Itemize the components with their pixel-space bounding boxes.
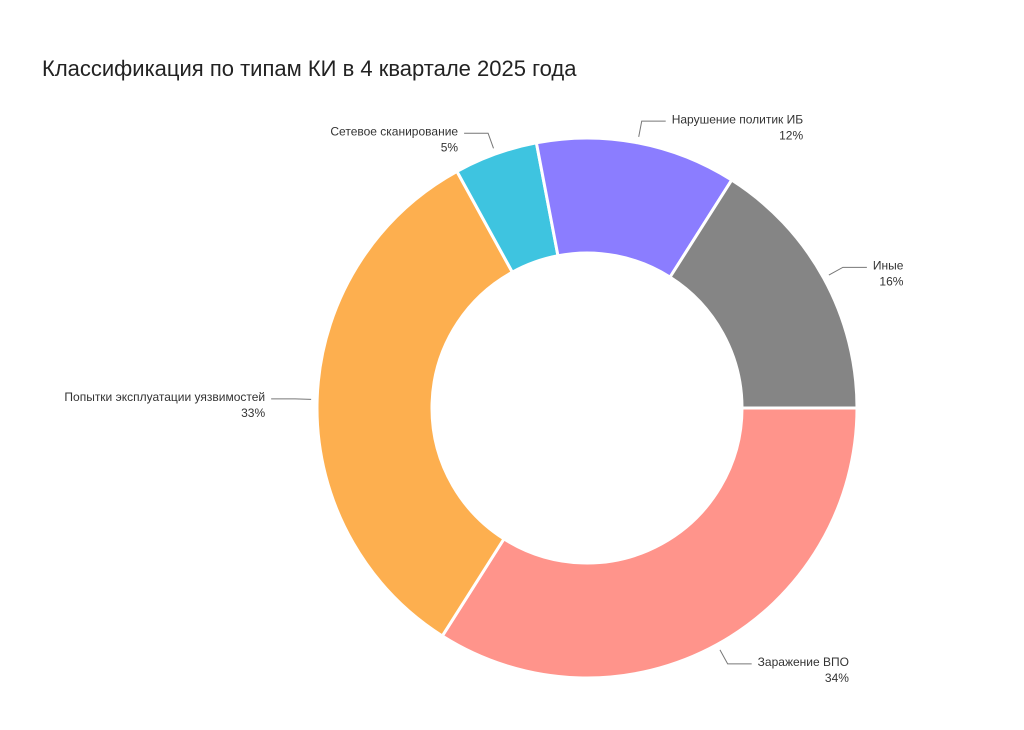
chart-title: Классификация по типам КИ в 4 квартале 2… (42, 56, 577, 81)
slice-value-label: 16% (879, 274, 903, 288)
leader-line (719, 649, 752, 665)
slice-value-label: 5% (441, 140, 459, 154)
slice-label: Заражение ВПО (758, 655, 849, 669)
slice-label: Нарушение политик ИБ (672, 112, 804, 126)
donut-slice (315, 169, 515, 639)
slice-value-label: 34% (825, 671, 849, 685)
leader-line (638, 120, 666, 137)
leader-line (828, 266, 867, 276)
slice-label: Иные (873, 258, 904, 272)
slice-value-label: 12% (779, 128, 803, 142)
leader-line (271, 398, 312, 400)
slice-label: Попытки эксплуатации уязвимостей (64, 390, 265, 404)
donut-slice (440, 406, 859, 680)
leader-line (464, 132, 494, 149)
slice-label: Сетевое сканирование (330, 124, 458, 138)
donut-slice (667, 177, 859, 410)
slice-value-label: 33% (241, 406, 265, 420)
